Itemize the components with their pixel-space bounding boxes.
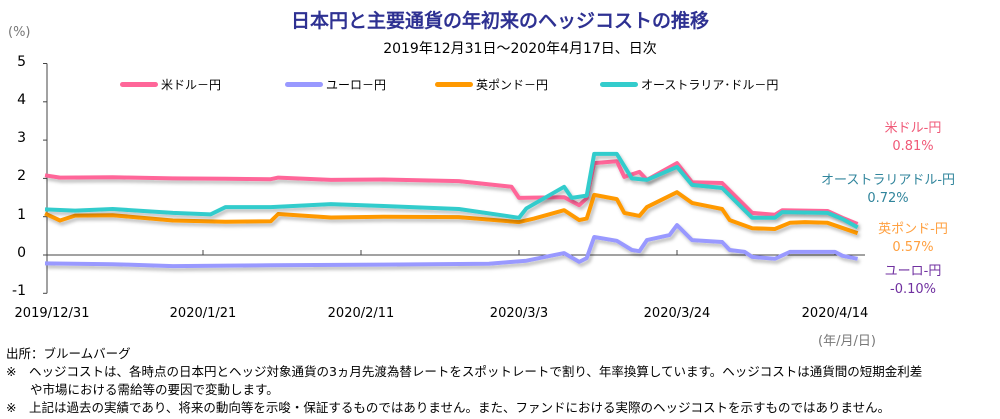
x-tick-label: 2020/1/21 xyxy=(169,306,237,321)
legend-item: 英ポンド－円 xyxy=(435,76,548,93)
end-label-value: 0.72% xyxy=(867,191,909,206)
series-line xyxy=(44,223,858,269)
footnote-2: ※ 上記は過去の実績であり、将来の動向等を示唆・保証するものではありません。また… xyxy=(6,400,891,415)
y-tick-label: 0 xyxy=(17,245,26,261)
end-label-value: -0.10% xyxy=(890,282,936,297)
end-value-label: 英ポンド-円 0.57% xyxy=(833,221,993,257)
legend-label: 米ドル－円 xyxy=(161,78,222,92)
legend-swatch xyxy=(285,82,323,87)
footnote-1-cont: や市場における需給等の要因で変動します。 xyxy=(30,382,279,397)
end-value-label: ユーロ-円 -0.10% xyxy=(833,263,993,299)
end-value-label: オーストラリアドル-円 0.72% xyxy=(808,172,968,208)
end-label-value: 0.57% xyxy=(892,240,934,255)
x-tick-label: 2019/12/31 xyxy=(14,306,90,321)
series-line xyxy=(44,159,859,226)
y-tick-label: 4 xyxy=(17,91,26,108)
end-label-name: 米ドル-円 xyxy=(884,121,942,136)
y-tick-label: 1 xyxy=(17,206,26,223)
end-value-label: 米ドル-円 0.81% xyxy=(833,120,993,156)
chart-subtitle: 2019年12月31日～2020年4月17日、日次 xyxy=(383,41,657,57)
legend-swatch xyxy=(600,82,638,87)
end-label-name: オーストラリアドル-円 xyxy=(820,173,956,188)
legend-item: オーストラリア･ドル－円 xyxy=(600,76,778,93)
legend-label: ユーロ－円 xyxy=(326,78,387,92)
end-label-name: ユーロ-円 xyxy=(884,264,942,279)
y-axis-unit: (%) xyxy=(8,25,31,40)
chart-title: 日本円と主要通貨の年初来のヘッジコストの推移 xyxy=(290,10,709,32)
y-tick-label: 5 xyxy=(17,53,26,70)
legend-swatch xyxy=(120,82,158,87)
x-tick-label: 2020/2/11 xyxy=(327,306,395,321)
footnote-1: ※ ヘッジコストは、各時点の日本円とヘッジ対象通貨の3ヵ月先渡為替レートをスポッ… xyxy=(6,364,923,379)
end-label-name: 英ポンド-円 xyxy=(878,222,948,237)
end-label-value: 0.81% xyxy=(892,139,934,154)
legend-swatch xyxy=(435,82,473,87)
y-tick-label: 2 xyxy=(17,168,26,185)
legend-label: 英ポンド－円 xyxy=(476,78,549,92)
y-tick-label: -1 xyxy=(12,283,26,300)
source-note: 出所：ブルームバーグ xyxy=(6,346,131,361)
legend-item: ユーロ－円 xyxy=(285,76,386,93)
x-tick-label: 2020/4/14 xyxy=(801,306,869,321)
series-line xyxy=(44,190,859,236)
x-tick-label: 2020/3/24 xyxy=(643,306,711,321)
x-tick-label: 2020/3/3 xyxy=(489,306,549,321)
y-tick-label: 3 xyxy=(17,130,26,147)
legend-label: オーストラリア･ドル－円 xyxy=(641,78,779,92)
x-axis-unit: (年/月/日) xyxy=(818,334,876,349)
legend-item: 米ドル－円 xyxy=(120,76,221,93)
series-line xyxy=(44,151,859,230)
